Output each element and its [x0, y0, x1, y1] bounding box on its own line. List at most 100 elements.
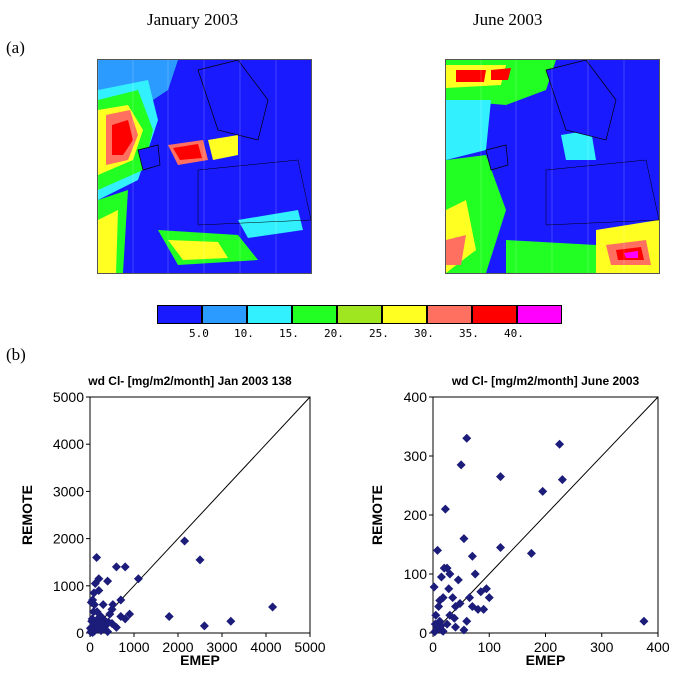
y-tick-label: 4000: [53, 436, 84, 452]
data-point: [226, 616, 236, 626]
data-point: [195, 555, 205, 565]
map-january-2003: [97, 59, 312, 274]
data-point: [442, 619, 452, 629]
data-point: [268, 602, 278, 612]
data-point: [434, 601, 444, 611]
x-tick-label: 0: [86, 639, 94, 655]
data-point: [453, 575, 463, 585]
data-point: [180, 536, 190, 546]
data-point: [459, 534, 469, 544]
data-point: [120, 614, 130, 624]
panel-label-a: (a): [6, 38, 25, 57]
legend-swatch: [337, 305, 382, 324]
data-point: [85, 623, 95, 633]
data-point: [429, 582, 439, 592]
legend-swatch: [472, 305, 517, 324]
y-tick-label: 300: [404, 448, 428, 464]
data-point: [476, 587, 486, 597]
legend-tick-label: 40.: [504, 327, 524, 340]
data-point: [470, 569, 480, 579]
legend-swatch: [292, 305, 337, 324]
x-tick-label: 2000: [162, 639, 193, 655]
map-june-image: [446, 60, 659, 273]
data-point: [164, 611, 174, 621]
x-tick-label: 0: [429, 639, 437, 655]
data-point: [103, 627, 113, 637]
data-point: [456, 460, 466, 470]
data-point: [430, 619, 440, 629]
data-point: [467, 551, 477, 561]
data-point: [125, 609, 135, 619]
scatter-chart-june: wd Cl- [mg/m2/month] June 2003 0 100 200 300…: [369, 374, 670, 668]
legend-swatch: [427, 305, 472, 324]
x-tick-label: 400: [646, 639, 670, 655]
data-point: [449, 613, 459, 623]
y-tick-label: 5000: [53, 389, 84, 405]
map-june-2003: [445, 59, 660, 274]
data-point: [120, 562, 130, 572]
legend-swatch: [202, 305, 247, 324]
data-point: [103, 576, 113, 586]
data-point: [445, 569, 455, 579]
plot-area: [89, 396, 311, 634]
x-axis-label: EMEP: [180, 652, 220, 668]
y-axis-label: REMOTE: [369, 485, 385, 545]
x-tick-label: 1000: [118, 639, 149, 655]
data-point: [133, 574, 143, 584]
data-point: [103, 617, 113, 627]
data-point: [557, 475, 567, 485]
data-point: [448, 593, 458, 603]
data-point: [431, 610, 441, 620]
y-tick-label: 400: [404, 389, 428, 405]
y-tick-label: 0: [76, 625, 84, 641]
data-point: [108, 600, 118, 610]
scatter-chart-january: wd Cl- [mg/m2/month] Jan 2003 138 0 1000 20…: [19, 374, 326, 668]
y-tick-label: 0: [419, 625, 427, 641]
data-point: [96, 618, 106, 628]
data-point: [199, 621, 209, 631]
data-point: [444, 584, 454, 594]
legend-swatch: [382, 305, 427, 324]
map-title-june: June 2003: [473, 10, 543, 29]
legend-tick-label: 15.: [279, 327, 299, 340]
data-point: [459, 625, 469, 635]
x-axis-label: EMEP: [526, 652, 566, 668]
data-point: [538, 486, 548, 496]
data-point: [440, 504, 450, 514]
data-point: [86, 597, 96, 607]
y-tick-label: 3000: [53, 483, 84, 499]
data-point: [496, 542, 505, 552]
map-january-image: [98, 60, 311, 273]
data-point: [639, 616, 649, 626]
x-tick-label: 5000: [294, 639, 325, 655]
data-point: [436, 572, 446, 582]
data-point: [462, 433, 472, 443]
data-point: [111, 622, 121, 632]
color-legend: [157, 305, 562, 324]
panel-label-b: (b): [6, 345, 26, 364]
data-point: [94, 586, 104, 596]
data-point: [462, 616, 472, 626]
legend-swatch: [247, 305, 292, 324]
legend-tick-label: 5.0: [189, 327, 209, 340]
data-point: [433, 545, 442, 555]
x-tick-label: 100: [478, 639, 502, 655]
y-axis-label: REMOTE: [19, 485, 35, 545]
one-to-one-line: [89, 396, 311, 634]
chart-title: wd Cl- [mg/m2/month] Jan 2003 138: [87, 374, 292, 388]
data-point: [496, 472, 505, 482]
x-tick-label: 4000: [250, 639, 281, 655]
data-point: [92, 607, 102, 617]
data-point: [105, 609, 115, 619]
legend-tick-label: 10.: [234, 327, 254, 340]
data-point: [116, 595, 126, 605]
x-tick-label: 300: [590, 639, 614, 655]
y-tick-label: 1000: [53, 578, 84, 594]
one-to-one-line: [432, 396, 659, 634]
data-point: [467, 601, 477, 611]
legend-tick-label: 25.: [369, 327, 389, 340]
data-point: [98, 600, 108, 610]
data-point: [92, 552, 102, 562]
x-tick-label: 200: [534, 639, 558, 655]
data-point: [526, 548, 536, 558]
